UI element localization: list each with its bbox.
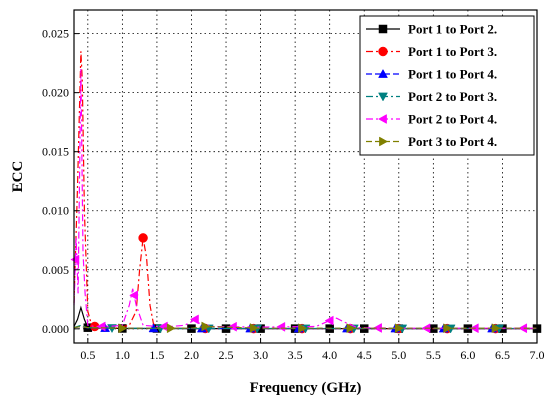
legend-label: Port 1 to Port 2. bbox=[408, 22, 497, 37]
series-marker bbox=[276, 321, 286, 332]
series-marker bbox=[394, 323, 404, 334]
legend-marker bbox=[378, 24, 388, 34]
x-tick-label: 0.5 bbox=[80, 348, 95, 362]
series-marker bbox=[166, 323, 176, 334]
legend-label: Port 3 to Port 4. bbox=[408, 134, 497, 149]
series-marker bbox=[96, 321, 106, 332]
y-tick-label: 0.000 bbox=[42, 322, 69, 336]
series-marker bbox=[189, 314, 199, 325]
x-axis: 0.5 1.0 1.5 2.0 2.5 3.0 3.5 4.0 4.5 5.0 5.5 6.0 6.5 7… bbox=[80, 338, 545, 362]
legend-item: Port 1 to Port 2. bbox=[366, 22, 497, 37]
series-marker bbox=[491, 323, 501, 334]
legend-marker bbox=[378, 92, 388, 102]
legend-item: Port 2 to Port 4. bbox=[366, 112, 497, 127]
x-axis-title: Frequency (GHz) bbox=[250, 380, 362, 396]
y-axis-title: ECC bbox=[10, 161, 26, 193]
legend-label: Port 1 to Port 4. bbox=[408, 67, 497, 82]
legend-label: Port 2 to Port 3. bbox=[408, 89, 497, 104]
series-line bbox=[73, 51, 537, 330]
x-tick-label: 5.0 bbox=[391, 348, 406, 362]
legend-marker bbox=[379, 136, 389, 147]
x-tick-label: 6.0 bbox=[460, 348, 475, 362]
series-marker bbox=[70, 254, 80, 265]
x-tick-label: 6.5 bbox=[495, 348, 510, 362]
y-tick-label: 0.025 bbox=[42, 27, 69, 41]
legend-item: Port 1 to Port 3. bbox=[366, 44, 497, 59]
legend-marker bbox=[378, 68, 388, 78]
series-marker bbox=[298, 323, 308, 334]
x-tick-label: 1.5 bbox=[149, 348, 164, 362]
x-tick-label: 2.5 bbox=[219, 348, 234, 362]
series-marker bbox=[443, 323, 453, 334]
series-marker bbox=[201, 321, 211, 332]
legend-marker bbox=[377, 114, 387, 124]
series-marker bbox=[138, 233, 148, 243]
series-marker bbox=[324, 315, 334, 326]
legend-item: Port 2 to Port 3. bbox=[366, 89, 497, 104]
x-tick-label: 2.0 bbox=[184, 348, 199, 362]
series-marker bbox=[227, 321, 237, 332]
series-marker bbox=[346, 323, 356, 334]
x-tick-label: 7.0 bbox=[530, 348, 545, 362]
series-6 bbox=[73, 321, 537, 334]
plot-frame bbox=[73, 9, 538, 344]
series-marker bbox=[129, 290, 138, 301]
legend-item: Port 1 to Port 4. bbox=[366, 67, 497, 82]
x-tick-label: 3.0 bbox=[253, 348, 268, 362]
legend-label: Port 1 to Port 3. bbox=[408, 44, 497, 59]
y-tick-label: 0.015 bbox=[42, 145, 69, 159]
legend-label: Port 2 to Port 4. bbox=[408, 112, 497, 127]
legend-marker bbox=[378, 46, 388, 57]
x-tick-label: 3.5 bbox=[288, 348, 303, 362]
y-tick-label: 0.020 bbox=[42, 86, 69, 100]
x-tick-label: 1.0 bbox=[115, 348, 130, 362]
x-tick-label: 5.5 bbox=[426, 348, 441, 362]
legend-item: Port 3 to Port 4. bbox=[366, 134, 497, 149]
legend-box bbox=[359, 15, 535, 156]
y-tick-label: 0.005 bbox=[42, 263, 69, 277]
y-tick-label: 0.010 bbox=[42, 204, 69, 218]
legend: Port 1 to Port 2. Port 1 to Port 3. Port 1… bbox=[359, 15, 535, 156]
series-marker bbox=[249, 323, 259, 333]
series-marker bbox=[118, 323, 128, 334]
x-tick-label: 4.0 bbox=[322, 348, 337, 362]
series-layer bbox=[70, 51, 542, 334]
y-axis: 0.000 0.005 0.010 0.015 0.020 0.025 bbox=[42, 27, 79, 336]
x-tick-label: 4.5 bbox=[357, 348, 372, 362]
